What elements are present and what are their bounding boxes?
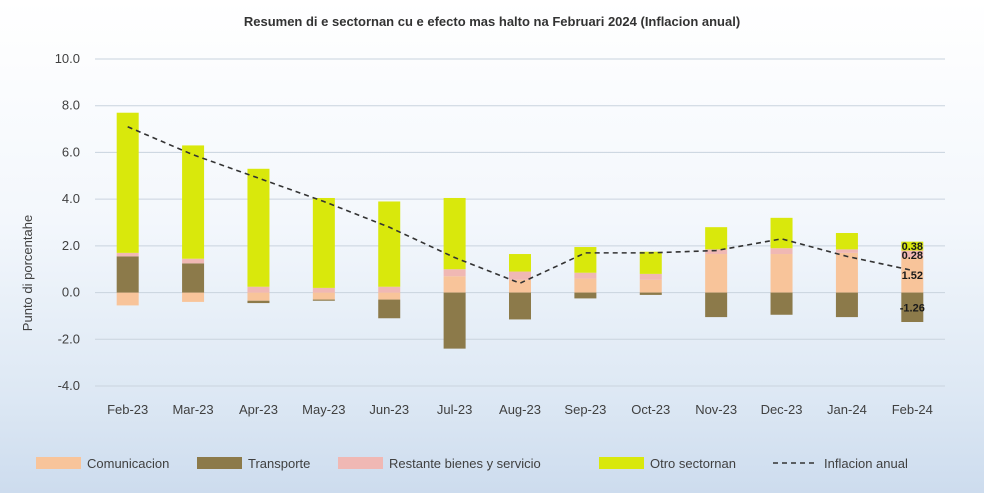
y-axis-ticks: -4.0 -2.0 0.0 2.0 4.0 6.0 8.0 10.0 [55, 51, 80, 393]
bar-restante-bienes-y-servicio [378, 286, 401, 293]
y-tick-label: -2.0 [58, 331, 80, 346]
x-tick-label: Sep-23 [564, 402, 606, 417]
y-tick-label: 10.0 [55, 51, 80, 66]
bar-otro-sectornan [705, 227, 728, 250]
bar-otro-sectornan [835, 233, 858, 250]
x-tick-label: Nov-23 [695, 402, 737, 417]
bar-transporte [835, 292, 858, 318]
bar-restante-bienes-y-servicio [835, 249, 858, 253]
x-tick-label: Aug-23 [499, 402, 541, 417]
x-tick-label: Jul-23 [437, 402, 472, 417]
legend-swatch-comunicacion [36, 457, 81, 469]
y-tick-label: 0.0 [62, 285, 80, 300]
bar-restante-bienes-y-servicio [901, 250, 924, 258]
bar-restante-bienes-y-servicio [443, 269, 466, 277]
x-tick-label: Jan-24 [827, 402, 867, 417]
y-tick-label: 8.0 [62, 98, 80, 113]
bar-comunicacion [639, 279, 662, 293]
y-tick-label: 6.0 [62, 144, 80, 159]
bar-transporte [901, 292, 924, 323]
legend-label: Otro sectornan [650, 456, 736, 471]
bar-transporte [770, 292, 793, 315]
x-tick-label: Mar-23 [172, 402, 213, 417]
y-axis-title: Punto di porcentahe [20, 215, 35, 331]
bar-otro-sectornan [443, 197, 466, 270]
bar-transporte [378, 299, 401, 319]
bar-otro-sectornan [639, 251, 662, 274]
bar-comunicacion [901, 257, 924, 293]
bar-restante-bienes-y-servicio [705, 249, 728, 255]
x-tick-label: Dec-23 [761, 402, 803, 417]
legend-label: Comunicacion [87, 456, 169, 471]
bar-transporte [574, 292, 597, 299]
data-label: 1.52 [902, 270, 923, 282]
bars [116, 112, 924, 349]
bar-restante-bienes-y-servicio [509, 271, 531, 280]
bar-restante-bienes-y-servicio [116, 252, 139, 257]
y-tick-label: -4.0 [58, 378, 80, 393]
bar-comunicacion [574, 278, 597, 293]
bar-otro-sectornan [247, 168, 270, 287]
bar-otro-sectornan [182, 145, 205, 259]
bar-otro-sectornan [770, 217, 793, 249]
bar-comunicacion [182, 292, 205, 302]
legend: Comunicacion Transporte Restante bienes y … [36, 456, 908, 471]
legend-swatch-otro-sectornan [599, 457, 644, 469]
bar-transporte [509, 292, 531, 320]
x-tick-label: Apr-23 [239, 402, 278, 417]
bar-comunicacion [509, 279, 531, 293]
bar-otro-sectornan [378, 201, 401, 287]
bar-restante-bienes-y-servicio [312, 287, 335, 293]
x-tick-label: Jun-23 [369, 402, 409, 417]
x-tick-label: May-23 [302, 402, 345, 417]
data-label: 0.28 [902, 250, 923, 262]
bar-comunicacion [312, 292, 335, 300]
legend-label: Inflacion anual [824, 456, 908, 471]
bar-comunicacion [247, 292, 270, 301]
bar-restante-bienes-y-servicio [639, 273, 662, 280]
bar-transporte [182, 263, 205, 293]
bar-otro-sectornan [312, 197, 335, 288]
legend-swatch-transporte [197, 457, 242, 469]
legend-swatch-restante-bienes-y-servicio [338, 457, 383, 469]
bar-otro-sectornan [116, 112, 139, 253]
legend-label: Transporte [248, 456, 310, 471]
bar-transporte [247, 300, 270, 304]
data-labels: 0.380.28 1.52 -1.26 [900, 241, 925, 314]
bar-restante-bienes-y-servicio [770, 248, 793, 255]
y-tick-label: 4.0 [62, 191, 80, 206]
bar-transporte [443, 292, 466, 349]
bar-restante-bienes-y-servicio [182, 258, 205, 264]
bar-comunicacion [705, 254, 728, 293]
x-tick-label: Feb-24 [892, 402, 933, 417]
bar-comunicacion [116, 292, 139, 306]
bar-restante-bienes-y-servicio [247, 286, 270, 293]
bar-otro-sectornan [509, 254, 531, 272]
chart-title: Resumen di e sectornan cu e efecto mas h… [243, 14, 741, 29]
bar-comunicacion [443, 276, 466, 293]
bar-transporte [639, 292, 662, 295]
bar-comunicacion [770, 254, 793, 293]
x-axis-ticks: Feb-23 Mar-23 Apr-23 May-23 Jun-23 Jul-23 Aug-… [107, 402, 933, 417]
bar-comunicacion [835, 252, 858, 293]
bar-transporte [312, 299, 335, 301]
data-label: 0.38 [902, 241, 923, 253]
bar-transporte [116, 256, 139, 293]
bar-restante-bienes-y-servicio [574, 272, 597, 279]
x-tick-label: Oct-23 [631, 402, 670, 417]
bar-otro-sectornan [574, 247, 597, 273]
x-tick-label: Feb-23 [107, 402, 148, 417]
gridlines [95, 58, 945, 387]
bar-comunicacion [378, 292, 401, 300]
legend-label: Restante bienes y servicio [389, 456, 541, 471]
bar-transporte [705, 292, 728, 318]
data-label: -1.26 [900, 302, 925, 314]
bar-otro-sectornan [901, 241, 924, 251]
y-tick-label: 2.0 [62, 238, 80, 253]
